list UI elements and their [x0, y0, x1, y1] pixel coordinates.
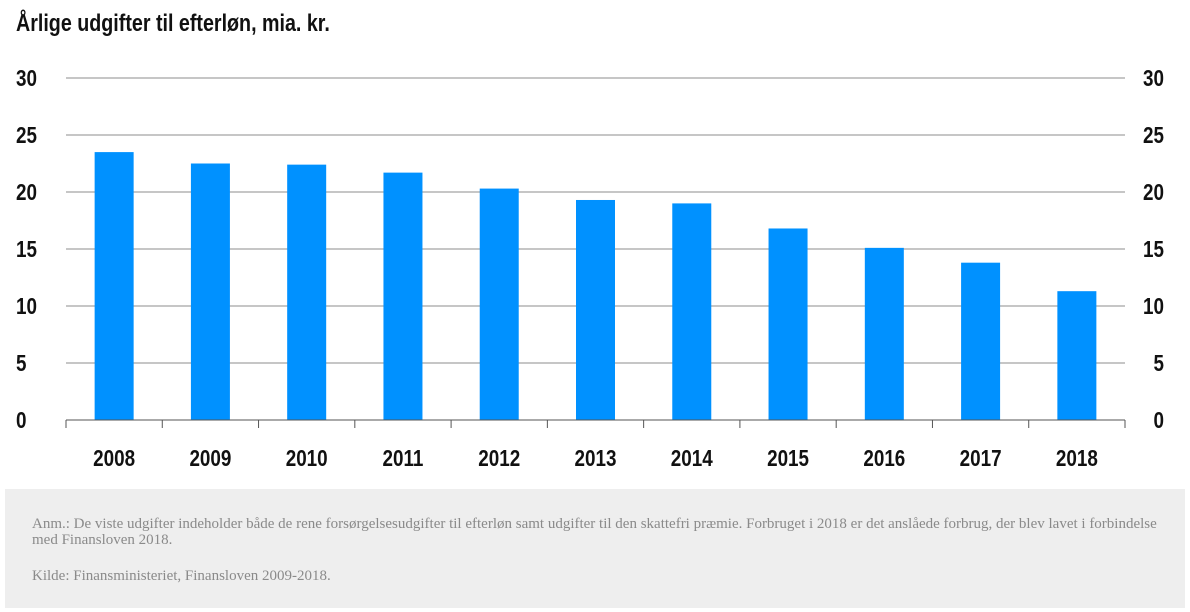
x-tick-label: 2011 — [383, 446, 424, 471]
bar — [94, 152, 134, 420]
y-tick-label-right: 5 — [1154, 351, 1165, 376]
note-box: Anm.: De viste udgifter indeholder både … — [5, 489, 1185, 608]
y-tick-label-left: 20 — [16, 180, 37, 205]
x-tick-label: 2018 — [1056, 446, 1098, 471]
note-source: Kilde: Finansministeriet, Finansloven 20… — [32, 568, 331, 584]
bar — [190, 163, 230, 420]
y-tick-label-right: 15 — [1143, 237, 1164, 262]
x-tick-label: 2008 — [93, 446, 135, 471]
bar — [479, 188, 519, 420]
x-tick-label: 2012 — [478, 446, 520, 471]
bar-chart: 0 0 5 5 10 10 15 15 20 20 25 25 30 30 2008 2009 2010 2011… — [16, 66, 1164, 471]
x-axis — [65, 419, 1126, 428]
x-tick-label: 2009 — [189, 446, 231, 471]
y-tick-label-left: 25 — [16, 123, 37, 148]
x-tick-label: 2016 — [863, 446, 905, 471]
bar — [287, 164, 327, 420]
y-tick-label-right: 0 — [1154, 408, 1164, 433]
chart-title: Årlige udgifter til efterløn, mia. kr. — [16, 10, 330, 37]
y-tick-label-right: 20 — [1143, 180, 1164, 205]
x-tick-label: 2014 — [671, 446, 713, 471]
y-tick-label-right: 25 — [1143, 123, 1164, 148]
bar — [864, 247, 904, 420]
x-tick-label: 2017 — [960, 446, 1002, 471]
bar — [1057, 291, 1097, 420]
bar — [383, 172, 423, 420]
y-tick-label-left: 0 — [16, 408, 26, 433]
note-annotation: Anm.: De viste udgifter indeholder både … — [32, 516, 1157, 548]
bar — [672, 203, 712, 420]
bars — [94, 152, 1097, 420]
x-tick-label: 2010 — [286, 446, 328, 471]
bar — [576, 199, 615, 420]
y-tick-label-left: 10 — [16, 294, 37, 319]
x-tick-label: 2015 — [767, 446, 809, 471]
y-tick-label-left: 15 — [16, 237, 37, 262]
y-tick-label-left: 5 — [16, 351, 27, 376]
x-tick-label: 2013 — [575, 446, 617, 471]
y-tick-label-right: 10 — [1143, 294, 1164, 319]
y-tick-label-left: 30 — [16, 66, 37, 91]
tick-labels: 0 0 5 5 10 10 15 15 20 20 25 25 30 30 2008 2009 2010 2011… — [16, 66, 1164, 471]
y-tick-label-right: 30 — [1143, 66, 1164, 91]
bar — [768, 228, 808, 420]
bar — [961, 262, 1001, 420]
